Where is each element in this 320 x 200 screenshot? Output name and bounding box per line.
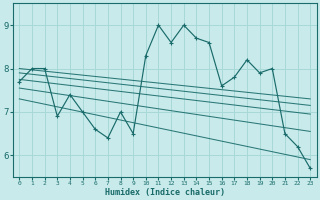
- X-axis label: Humidex (Indice chaleur): Humidex (Indice chaleur): [105, 188, 225, 197]
